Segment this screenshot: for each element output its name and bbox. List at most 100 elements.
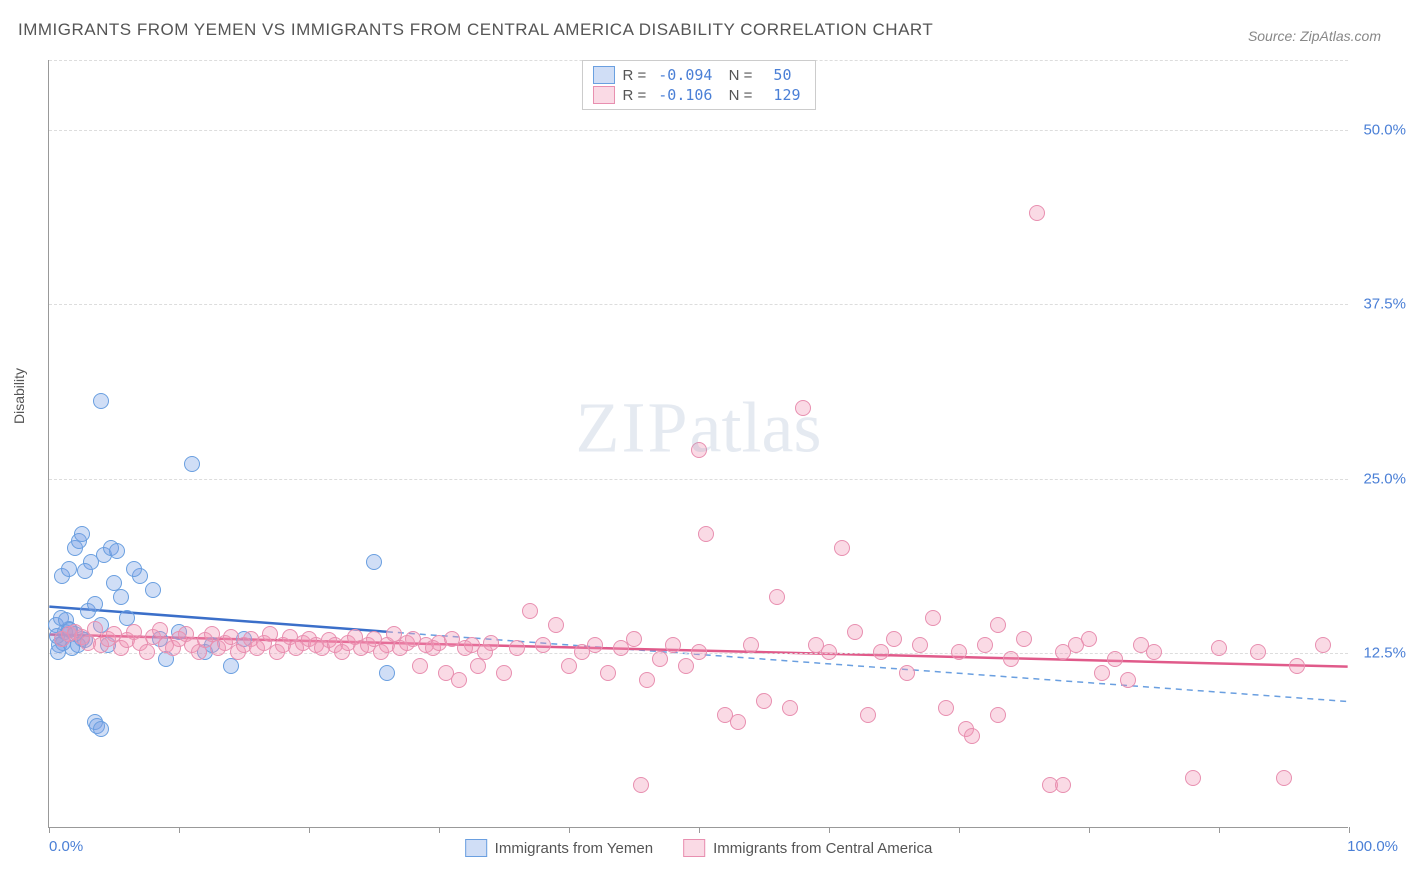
scatter-point [795,400,811,416]
scatter-point [152,622,168,638]
scatter-point [366,554,382,570]
scatter-point [691,644,707,660]
y-tick-label: 12.5% [1363,645,1406,662]
scatter-point [1185,770,1201,786]
scatter-point [223,658,239,674]
y-tick-label: 25.0% [1363,470,1406,487]
scatter-point [184,456,200,472]
scatter-point [769,589,785,605]
r-label: R = [622,67,646,84]
gridline [49,479,1348,480]
scatter-point [587,637,603,653]
scatter-point [496,665,512,681]
legend-swatch [683,839,705,857]
scatter-point [139,644,155,660]
legend-swatch [592,66,614,84]
scatter-point [50,644,66,660]
legend-stat-row: R =-0.094 N = 50 [592,65,804,85]
scatter-point [1315,637,1331,653]
scatter-point [990,617,1006,633]
x-axis-max-label: 100.0% [1347,838,1398,855]
legend-swatch [592,86,614,104]
scatter-point [691,442,707,458]
scatter-point [1250,644,1266,660]
scatter-point [535,637,551,653]
gridline [49,130,1348,131]
scatter-point [1146,644,1162,660]
scatter-point [113,589,129,605]
x-tick [699,827,700,833]
x-tick [49,827,50,833]
scatter-point [412,658,428,674]
scatter-point [483,635,499,651]
legend-stat-row: R =-0.106 N = 129 [592,85,804,105]
scatter-point [873,644,889,660]
x-tick [829,827,830,833]
scatter-point [990,707,1006,723]
x-axis-min-label: 0.0% [49,838,83,855]
x-tick [1089,827,1090,833]
x-tick [309,827,310,833]
scatter-point [1055,777,1071,793]
scatter-point [1276,770,1292,786]
x-tick [439,827,440,833]
scatter-point [1289,658,1305,674]
scatter-point [834,540,850,556]
scatter-point [652,651,668,667]
scatter-point [1016,631,1032,647]
chart-title: IMMIGRANTS FROM YEMEN VS IMMIGRANTS FROM… [18,20,933,40]
y-axis-title: Disability [11,367,27,423]
scatter-point [600,665,616,681]
scatter-point [145,582,161,598]
scatter-point [126,561,142,577]
scatter-point [639,672,655,688]
scatter-point [951,644,967,660]
scatter-point [1211,640,1227,656]
scatter-point [821,644,837,660]
scatter-point [1003,651,1019,667]
scatter-point [522,603,538,619]
r-label: R = [622,87,646,104]
scatter-point [470,658,486,674]
scatter-point [1107,651,1123,667]
x-tick [1219,827,1220,833]
scatter-point [109,543,125,559]
legend-series-label: Immigrants from Central America [713,840,932,857]
scatter-point [1029,205,1045,221]
scatter-point [678,658,694,674]
scatter-point [665,637,681,653]
scatter-point [847,624,863,640]
scatter-point [860,707,876,723]
scatter-point [743,637,759,653]
gridline [49,304,1348,305]
legend-series-item: Immigrants from Central America [683,839,932,857]
scatter-point [938,700,954,716]
r-value: -0.106 [654,86,716,104]
scatter-point [1120,672,1136,688]
scatter-point [912,637,928,653]
legend-series-label: Immigrants from Yemen [495,840,653,857]
scatter-point [87,596,103,612]
scatter-point [61,561,77,577]
x-tick [179,827,180,833]
source-label: Source: ZipAtlas.com [1248,28,1381,44]
scatter-point [782,700,798,716]
scatter-point [77,563,93,579]
scatter-point [633,777,649,793]
scatter-point [451,672,467,688]
scatter-point [925,610,941,626]
legend-swatch [465,839,487,857]
n-value: 129 [760,86,804,104]
x-tick [1349,827,1350,833]
scatter-point [509,640,525,656]
scatter-point [756,693,772,709]
scatter-point [561,658,577,674]
legend-series: Immigrants from Yemen Immigrants from Cen… [465,839,933,857]
legend-series-item: Immigrants from Yemen [465,839,653,857]
scatter-point [74,526,90,542]
n-label: N = [724,67,752,84]
legend-stats: R =-0.094 N = 50R =-0.106 N = 129 [581,60,815,110]
y-tick-label: 50.0% [1363,121,1406,138]
scatter-point [93,393,109,409]
scatter-point [886,631,902,647]
